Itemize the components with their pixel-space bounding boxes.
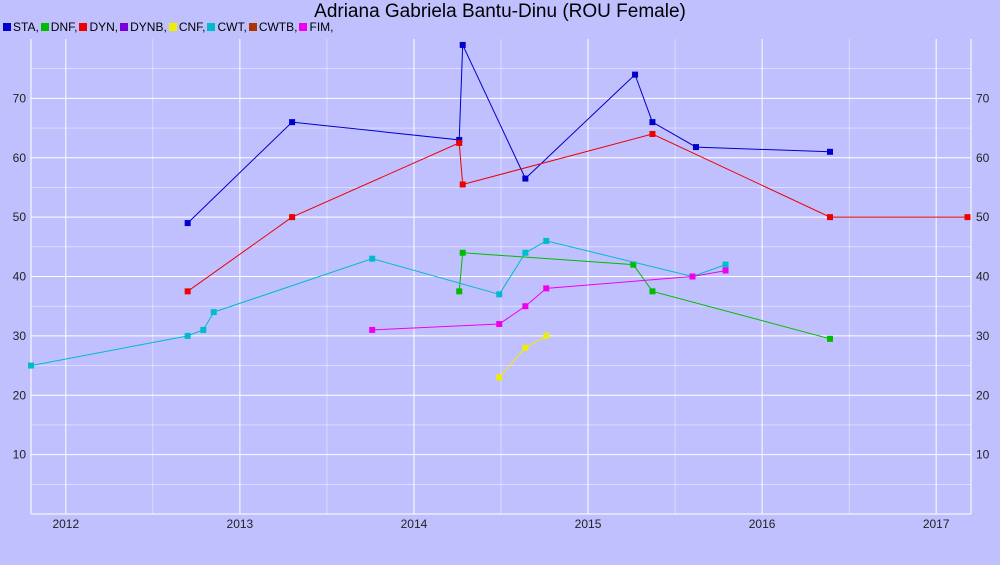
- y-tick-label-left: 70: [13, 91, 27, 105]
- data-point: [649, 131, 656, 137]
- y-tick-label-left: 50: [13, 210, 27, 224]
- data-point: [692, 144, 699, 151]
- data-point: [689, 273, 696, 280]
- y-tick-label-right: 50: [976, 210, 990, 224]
- data-point: [459, 181, 466, 188]
- x-tick-label: 2012: [52, 517, 79, 531]
- data-point: [459, 249, 466, 256]
- data-point: [369, 255, 376, 262]
- data-point: [722, 267, 729, 274]
- legend-label: STA,: [13, 20, 39, 34]
- legend-item: DNF,: [40, 20, 78, 34]
- data-point: [456, 139, 463, 146]
- data-point: [184, 220, 191, 227]
- legend-item: DYNB,: [120, 20, 167, 34]
- x-tick-label: 2014: [401, 517, 428, 531]
- legend-label: CWT,: [217, 20, 247, 34]
- legend-item: FIM,: [299, 20, 333, 34]
- legend-swatch: [40, 23, 49, 31]
- legend-label: DYNB,: [130, 20, 167, 34]
- data-point: [722, 261, 729, 268]
- legend-item: CWT,: [207, 20, 247, 34]
- legend-swatch: [168, 23, 177, 31]
- data-point: [459, 41, 466, 48]
- y-tick-label-left: 10: [13, 448, 27, 462]
- data-point: [496, 321, 503, 327]
- data-point: [522, 303, 529, 310]
- data-point: [522, 344, 529, 351]
- data-point: [543, 237, 550, 244]
- legend-label: FIM,: [309, 20, 334, 34]
- legend-label: CNF,: [178, 20, 206, 34]
- series-line: [372, 270, 726, 331]
- legend-item: STA,: [3, 20, 39, 34]
- y-tick-label-right: 10: [976, 448, 990, 462]
- data-point: [522, 175, 529, 182]
- data-point: [369, 326, 376, 333]
- x-tick-label: 2013: [227, 517, 254, 531]
- data-point: [827, 148, 833, 155]
- y-tick-label-right: 70: [976, 91, 990, 105]
- data-point: [289, 214, 296, 221]
- data-point: [184, 288, 191, 295]
- legend-label: DYN,: [89, 20, 119, 34]
- legend-item: DYN,: [79, 20, 118, 34]
- data-point: [184, 332, 191, 339]
- y-tick-label-right: 30: [976, 329, 990, 343]
- legend-swatch: [207, 23, 216, 31]
- chart-title: Adriana Gabriela Bantu-Dinu (ROU Female): [314, 1, 686, 22]
- data-point: [456, 288, 463, 295]
- data-point: [543, 332, 550, 339]
- data-point: [543, 285, 550, 292]
- data-point: [289, 119, 296, 126]
- y-tick-label-left: 20: [13, 388, 27, 402]
- data-point: [28, 362, 34, 369]
- legend-swatch: [79, 23, 88, 31]
- legend-label: DNF,: [50, 20, 78, 34]
- y-tick-label-left: 30: [13, 329, 27, 343]
- data-point: [632, 71, 639, 78]
- x-tick-label: 2015: [575, 517, 602, 531]
- data-point: [522, 249, 529, 256]
- y-tick-label-right: 40: [976, 270, 990, 284]
- series-line: [187, 44, 831, 224]
- x-tick-label: 2017: [923, 517, 950, 531]
- data-point: [496, 291, 503, 298]
- legend-item: CWTB,: [248, 20, 298, 34]
- data-point: [630, 261, 637, 268]
- data-point: [649, 288, 656, 295]
- data-point: [200, 326, 207, 333]
- legend: STA, DNF, DYN, DYNB, CNF, CWT, CWTB, FIM,: [3, 20, 335, 36]
- legend-item: CNF,: [168, 20, 206, 34]
- y-tick-label-left: 60: [13, 151, 27, 165]
- legend-swatch: [248, 23, 257, 31]
- legend-swatch: [3, 23, 11, 31]
- data-point: [649, 119, 656, 126]
- data-point: [827, 214, 833, 221]
- series-line: [498, 335, 547, 378]
- data-point: [496, 374, 503, 381]
- legend-swatch: [120, 23, 129, 31]
- y-tick-label-left: 40: [13, 270, 27, 284]
- y-tick-label-right: 60: [976, 151, 990, 165]
- data-point: [964, 214, 971, 221]
- data-point: [827, 335, 833, 342]
- legend-label: CWTB,: [258, 20, 298, 34]
- y-tick-label-right: 20: [976, 388, 990, 402]
- series-line: [458, 252, 831, 340]
- series-line: [30, 240, 726, 367]
- x-tick-label: 2016: [749, 517, 776, 531]
- data-point: [210, 309, 217, 316]
- legend-swatch: [299, 23, 308, 31]
